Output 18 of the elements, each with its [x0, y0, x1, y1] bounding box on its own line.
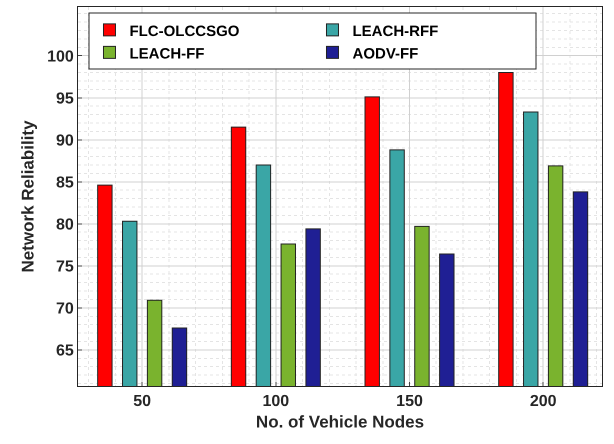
y-tick-label: 70: [56, 300, 74, 318]
y-tick-label: 75: [56, 258, 74, 276]
y-tick-label: 100: [47, 48, 74, 66]
legend-label: LEACH-FF: [129, 45, 204, 62]
y-tick-label: 65: [56, 342, 74, 360]
x-tick-label: 200: [530, 393, 557, 410]
y-tick-label: 80: [56, 216, 74, 234]
y-tick-label: 85: [56, 174, 74, 192]
y-axis-title: Network Reliability: [18, 120, 38, 273]
legend-label: FLC-OLCCSGO: [129, 22, 240, 40]
y-tick-label: 90: [56, 132, 74, 150]
legend-label: AODV-FF: [352, 45, 418, 62]
x-axis-title: No. of Vehicle Nodes: [256, 412, 424, 432]
x-tick-label: 150: [396, 393, 423, 410]
x-tick-label: 100: [262, 393, 290, 410]
legend-label: LEACH-RFF: [352, 22, 438, 40]
x-tick-label: 50: [133, 393, 152, 410]
y-tick-label: 95: [56, 90, 74, 108]
